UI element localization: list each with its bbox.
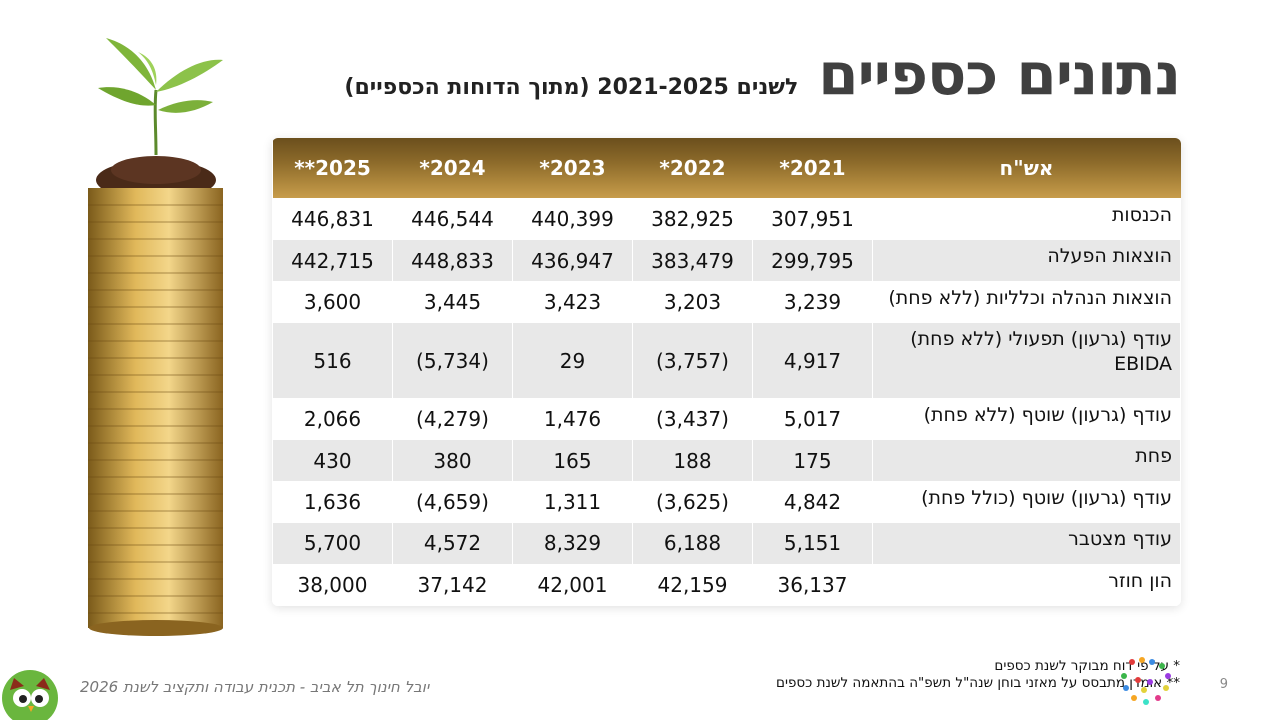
row-label: הוצאות הנהלה וכלליות (ללא פחת) [872, 280, 1181, 324]
page-title-group: נתונים כספיים לשנים 2021-2025 (מתוך הדוח… [344, 40, 1181, 108]
row-label: הוצאות הפעלה [872, 239, 1181, 282]
header-cell-2024: 2024* [392, 138, 513, 199]
row-label: עודף (גרעון) שוטף (כולל פחת) [872, 480, 1181, 524]
table-cell: 448,833 [392, 239, 513, 282]
table-cell: 8,329 [512, 522, 633, 565]
table-cell: 42,001 [512, 563, 633, 606]
table-cell: 1,636 [272, 480, 393, 524]
page-number: 9 [1219, 677, 1228, 692]
row-label: פחת [872, 439, 1181, 482]
table-cell: (4,279) [392, 397, 513, 441]
table-row: הוצאות הנהלה וכלליות (ללא פחת) 3,239 3,2… [272, 280, 1181, 324]
table-cell: 37,142 [392, 563, 513, 606]
table-cell: 175 [752, 439, 873, 482]
table-cell: (5,734) [392, 322, 513, 399]
table-cell: 42,159 [632, 563, 753, 606]
row-label: עודף (גרעון) תפעולי (ללא פחת) EBIDA [872, 322, 1181, 399]
table-cell: 307,951 [752, 197, 873, 241]
table-cell: 4,842 [752, 480, 873, 524]
table-cell: (4,659) [392, 480, 513, 524]
table-cell: 4,572 [392, 522, 513, 565]
table-cell: 4,917 [752, 322, 873, 399]
row-label: עודף (גרעון) שוטף (ללא פחת) [872, 397, 1181, 441]
table-cell: 5,017 [752, 397, 873, 441]
header-cell-2023: 2023* [512, 138, 633, 199]
header-cell-2025: 2025** [272, 138, 393, 199]
table-cell: (3,757) [632, 322, 753, 399]
table-cell: 382,925 [632, 197, 753, 241]
header-cell-unit: אש"ח [872, 138, 1181, 199]
table-row: הכנסות 307,951 382,925 440,399 446,544 4… [272, 197, 1181, 241]
coin-stack-plant-illustration [88, 38, 223, 636]
table-cell: 165 [512, 439, 633, 482]
table-cell: 2,066 [272, 397, 393, 441]
table-cell: 38,000 [272, 563, 393, 606]
table-header-row: אש"ח 2021* 2022* 2023* 2024* 2025** [272, 138, 1181, 199]
table-cell: 380 [392, 439, 513, 482]
table-cell: (3,625) [632, 480, 753, 524]
financial-data-table: אש"ח 2021* 2022* 2023* 2024* 2025** הכנס… [272, 138, 1181, 606]
table-cell: 3,203 [632, 280, 753, 324]
owl-mascot-logo-icon [2, 670, 58, 720]
table-cell: 430 [272, 439, 393, 482]
table-row: פחת 175 188 165 380 430 [272, 439, 1181, 482]
table-cell: 5,700 [272, 522, 393, 565]
page-subtitle: לשנים 2021-2025 (מתוך הדוחות הכספיים) [344, 75, 799, 100]
header-cell-2021: 2021* [752, 138, 873, 199]
table-cell: 440,399 [512, 197, 633, 241]
table-cell: 5,151 [752, 522, 873, 565]
table-row: עודף (גרעון) שוטף (ללא פחת) 5,017 (3,437… [272, 397, 1181, 441]
table-cell: 3,600 [272, 280, 393, 324]
table-cell: 29 [512, 322, 633, 399]
table-cell: 3,445 [392, 280, 513, 324]
financial-data-table-card: אש"ח 2021* 2022* 2023* 2024* 2025** הכנס… [272, 138, 1181, 606]
table-cell: 516 [272, 322, 393, 399]
footer-caption: יובל חינוך תל אביב - תכנית עבודה ותקציב … [80, 678, 430, 696]
table-cell: 36,137 [752, 563, 873, 606]
row-label: הון חוזר [872, 563, 1181, 606]
table-cell: 446,544 [392, 197, 513, 241]
table-cell: 3,423 [512, 280, 633, 324]
table-cell: 1,311 [512, 480, 633, 524]
page-title: נתונים כספיים [818, 40, 1181, 108]
table-cell: 436,947 [512, 239, 633, 282]
table-cell: 3,239 [752, 280, 873, 324]
table-cell: 6,188 [632, 522, 753, 565]
table-cell: (3,437) [632, 397, 753, 441]
footnote-estimate: ** אומדן מתבסס על מאזני בוחן שנה"ל תשפ"ה… [776, 675, 1180, 691]
table-row: הון חוזר 36,137 42,159 42,001 37,142 38,… [272, 563, 1181, 606]
header-cell-2022: 2022* [632, 138, 753, 199]
table-cell: 446,831 [272, 197, 393, 241]
table-row: עודף מצטבר 5,151 6,188 8,329 4,572 5,700 [272, 522, 1181, 565]
organization-logo-icon [1121, 657, 1171, 705]
table-cell: 442,715 [272, 239, 393, 282]
table-cell: 383,479 [632, 239, 753, 282]
table-row: עודף (גרעון) תפעולי (ללא פחת) EBIDA 4,91… [272, 322, 1181, 399]
table-row: הוצאות הפעלה 299,795 383,479 436,947 448… [272, 239, 1181, 282]
row-label: הכנסות [872, 197, 1181, 241]
table-row: עודף (גרעון) שוטף (כולל פחת) 4,842 (3,62… [272, 480, 1181, 524]
table-cell: 1,476 [512, 397, 633, 441]
row-label: עודף מצטבר [872, 522, 1181, 565]
table-cell: 188 [632, 439, 753, 482]
table-cell: 299,795 [752, 239, 873, 282]
